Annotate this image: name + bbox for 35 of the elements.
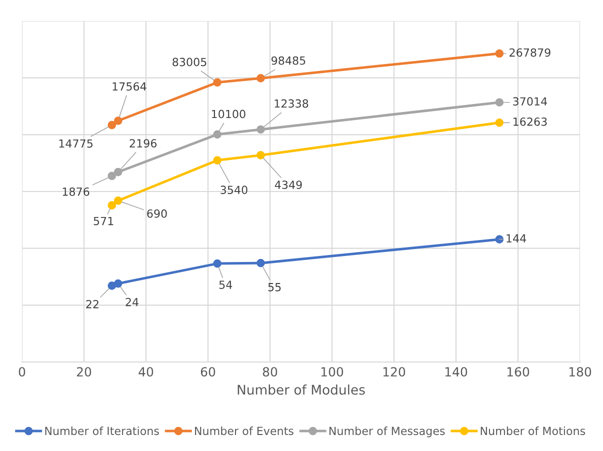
x-tick-label: 140 [445, 367, 468, 377]
data-label: 16263 [514, 117, 547, 126]
data-label: 690 [147, 209, 167, 218]
data-label: 10100 [212, 110, 246, 118]
data-label: 267879 [510, 48, 550, 57]
data-label: 54 [219, 280, 232, 289]
x-tick-label: 40 [138, 367, 154, 377]
x-tick-label: 160 [507, 367, 530, 377]
data-label: 4349 [274, 180, 302, 189]
x-tick-label: 180 [569, 367, 592, 377]
data-label: 144 [506, 234, 526, 242]
data-label: 83005 [172, 58, 206, 66]
data-label: 2196 [130, 139, 157, 148]
data-label: 571 [94, 216, 114, 226]
x-tick-label: 20 [76, 367, 92, 377]
x-tick-label: 100 [321, 367, 344, 377]
data-label: 3540 [220, 186, 248, 194]
x-tick-label: 80 [262, 367, 278, 377]
data-label: 17564 [112, 82, 146, 91]
data-label: 37014 [513, 97, 548, 106]
data-label: 12338 [274, 99, 308, 108]
data-label: 22 [86, 300, 98, 308]
data-label: 1876 [62, 187, 90, 196]
data-label: 14775 [59, 139, 92, 148]
data-label: 98485 [272, 56, 306, 65]
data-label: 24 [126, 298, 138, 306]
x-tick-label: 0 [18, 367, 26, 377]
legend-label: Number of Motions [480, 426, 586, 436]
data-label: 55 [268, 283, 281, 292]
legend-label: Number of Iterations [45, 426, 159, 436]
x-tick-label: 60 [200, 367, 216, 377]
x-axis-title: Number of Modules [238, 384, 365, 395]
legend-label: Number of Events [195, 426, 294, 436]
legend-label: Number of Messages [330, 426, 445, 438]
x-tick-label: 120 [383, 367, 406, 377]
